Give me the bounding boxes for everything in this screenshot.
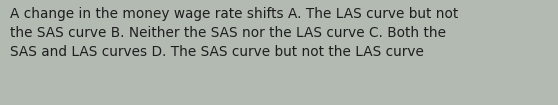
Text: A change in the money wage rate shifts A. The LAS curve but not
the SAS curve B.: A change in the money wage rate shifts A…: [10, 7, 458, 59]
